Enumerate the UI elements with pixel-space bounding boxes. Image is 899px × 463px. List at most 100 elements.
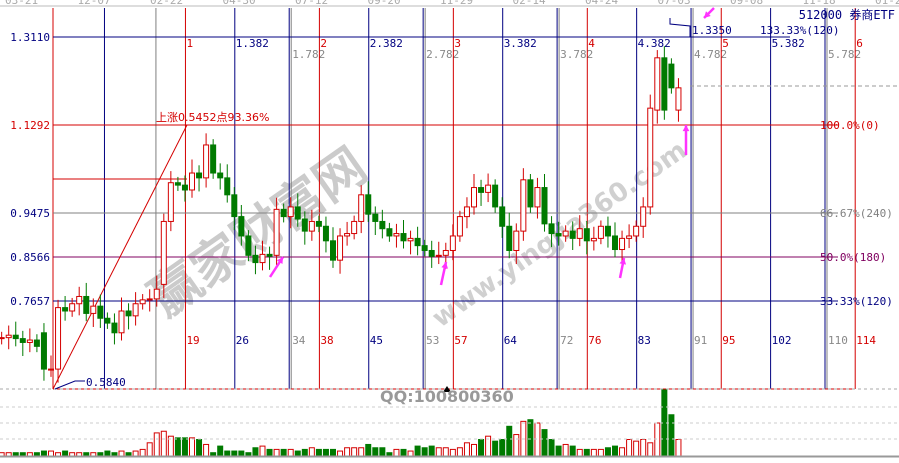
- candle-down: [414, 237, 421, 247]
- volume-bar: [315, 448, 322, 457]
- candle-down: [421, 245, 428, 251]
- candle-down: [555, 233, 562, 237]
- candle-up: [189, 172, 195, 191]
- volume-bar: [252, 447, 259, 457]
- volume-bar: [280, 448, 287, 457]
- date-tick: 03-21: [5, 0, 38, 7]
- ratio-label: 133.33%(120): [760, 24, 839, 37]
- volume-bar: [48, 450, 54, 457]
- volume-bar: [238, 450, 245, 457]
- candle-up: [344, 233, 351, 237]
- candle-up: [146, 298, 153, 301]
- candle-down: [379, 220, 386, 230]
- cycle-bar-label: 57: [454, 334, 467, 347]
- low-marker: [54, 380, 85, 390]
- volume-bar: [118, 450, 125, 457]
- volume-bar: [358, 447, 365, 457]
- volume-bar: [104, 450, 111, 457]
- cycle-ratio-label: 1: [186, 37, 193, 50]
- candle-down: [12, 334, 19, 340]
- candle-down: [104, 317, 111, 324]
- volume-bar: [506, 425, 513, 457]
- volume-bar: [146, 442, 153, 457]
- chart-title: 512000 券商ETF: [799, 8, 895, 22]
- cycle-bar-label: 45: [370, 334, 383, 347]
- date-tick: 02-14: [513, 0, 546, 7]
- candle-down: [62, 307, 69, 312]
- ratio-label: 100.0%(0): [820, 119, 880, 132]
- cycle-bar-label: 95: [722, 334, 735, 347]
- volume-bar: [322, 448, 329, 457]
- candle-up: [153, 288, 160, 300]
- arrow-icon: [682, 125, 690, 132]
- volume-bar: [527, 419, 534, 457]
- candle-down: [196, 172, 203, 179]
- candle-down: [322, 225, 329, 242]
- cursor-marker-icon: [443, 386, 451, 392]
- volume-bar: [259, 445, 266, 457]
- volume-bar: [153, 432, 160, 457]
- volume-bar: [569, 445, 576, 457]
- candle-down: [499, 206, 506, 227]
- candle-up: [562, 230, 569, 237]
- volume-bar: [196, 439, 203, 457]
- candle-up: [456, 216, 463, 237]
- candle-up: [287, 206, 294, 218]
- cycle-ratio-label: 4.382: [638, 37, 671, 50]
- volume-bar: [174, 437, 181, 457]
- candle-up: [407, 237, 414, 242]
- volume-bar: [555, 445, 562, 457]
- high-label: 1.3350: [692, 24, 732, 37]
- volume-bar: [421, 447, 428, 457]
- volume-bar: [499, 439, 506, 457]
- candle-down: [83, 295, 90, 314]
- candle-down: [506, 225, 513, 251]
- ratio-label: 33.33%(120): [820, 295, 893, 308]
- volume-bar: [132, 450, 139, 457]
- candle-down: [210, 144, 217, 174]
- arrow-icon: [276, 257, 283, 264]
- candle-down: [428, 249, 435, 257]
- volume-bar: [189, 437, 195, 457]
- candle-up: [463, 206, 470, 218]
- candle-up: [69, 303, 76, 312]
- date-tick: 04-24: [585, 0, 618, 7]
- candle-up: [132, 303, 139, 317]
- candle-up: [55, 307, 62, 370]
- candle-up: [160, 220, 167, 285]
- cycle-ratio-label: 4: [588, 37, 595, 50]
- rise-line: [52, 124, 188, 390]
- volume-bar: [471, 443, 477, 457]
- candle-up: [393, 233, 400, 237]
- candle-up: [675, 87, 682, 111]
- ratio-label: 50.0%(180): [820, 251, 886, 264]
- candle-up: [576, 228, 583, 239]
- volume-bar: [273, 448, 280, 457]
- price-level-label: 0.8566: [10, 251, 50, 264]
- candle-up: [351, 220, 358, 235]
- volume-bar: [492, 440, 499, 457]
- cycle-ratio-label: 1.782: [292, 48, 325, 61]
- candle-down: [231, 194, 238, 218]
- candle-down: [661, 57, 668, 111]
- volume-bar: [217, 445, 224, 457]
- volume-bar: [428, 445, 435, 457]
- date-tick: 12-07: [78, 0, 111, 7]
- volume-bar: [337, 450, 344, 457]
- candle-up: [26, 339, 33, 343]
- candle-up: [139, 299, 146, 305]
- volume-bar: [435, 447, 442, 457]
- candle-down: [478, 187, 485, 193]
- cycle-bar-label: 34: [292, 334, 306, 347]
- candle-up: [0, 337, 5, 340]
- candle-down: [97, 305, 104, 319]
- qq-watermark: QQ:100800360: [380, 387, 514, 406]
- candle-up: [442, 249, 449, 256]
- candle-up: [259, 253, 266, 264]
- cycle-ratio-label: 6: [856, 37, 863, 50]
- candle-down: [372, 213, 379, 222]
- volume-bar: [604, 447, 611, 457]
- date-tick: 11-18: [803, 0, 836, 7]
- cycle-bar-label: 110: [828, 334, 848, 347]
